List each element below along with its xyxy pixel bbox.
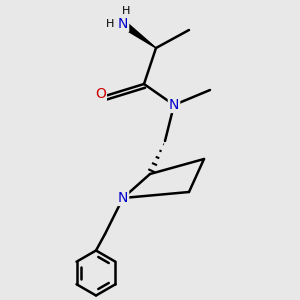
Text: O: O (95, 88, 106, 101)
Text: N: N (118, 191, 128, 205)
Text: H: H (106, 19, 115, 29)
Polygon shape (121, 21, 156, 48)
Text: N: N (169, 98, 179, 112)
Text: H: H (122, 5, 130, 16)
Text: N: N (118, 17, 128, 31)
